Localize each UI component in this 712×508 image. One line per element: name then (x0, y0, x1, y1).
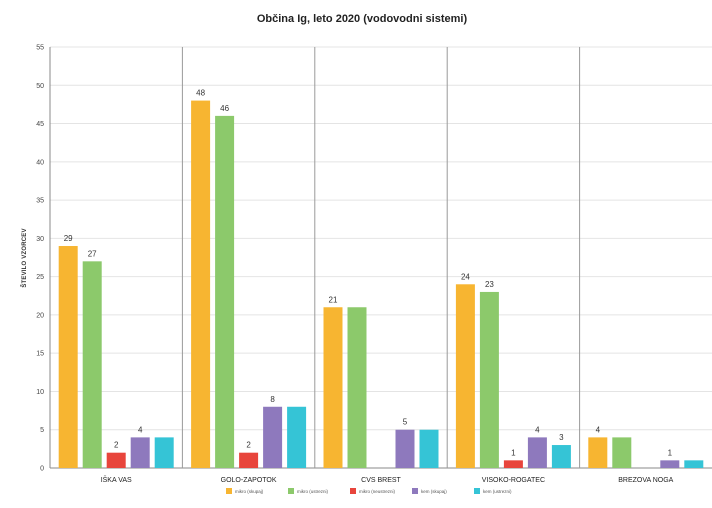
data-label: 48 (196, 89, 205, 98)
category-label: BREZOVA NOGA (618, 477, 673, 484)
y-tick-label: 15 (36, 351, 44, 358)
data-label: 4 (138, 425, 143, 434)
bar (684, 460, 704, 468)
data-label: 46 (220, 104, 229, 113)
data-label: 2 (246, 441, 251, 450)
data-label: 2 (114, 441, 119, 450)
bar (154, 437, 174, 468)
bar (106, 452, 126, 468)
bar (58, 246, 78, 468)
bar (395, 429, 415, 468)
y-axis-ticks: 0 5 10 15 20 25 30 35 40 45 50 55 (36, 45, 44, 473)
data-label: 5 (403, 418, 408, 427)
bar (215, 115, 235, 469)
legend-swatch (226, 488, 232, 494)
bar (191, 100, 211, 468)
legend-label: mikro (neustrezni) (359, 489, 396, 494)
bar (588, 437, 608, 468)
bar (612, 437, 632, 468)
bar (551, 445, 571, 468)
bar (130, 437, 150, 468)
bar (82, 261, 102, 468)
legend-label: kem (skupaj) (421, 489, 447, 494)
data-label: 27 (88, 249, 97, 258)
y-axis-label: ŠTEVILO VZORCEV (20, 228, 28, 287)
y-tick-label: 10 (36, 389, 44, 396)
legend-swatch (288, 488, 294, 494)
x-axis-categories: IŠKA VAS GOLO-ZAPOTOK CVS BREST VISOKO-ROGA… (101, 475, 674, 484)
y-tick-label: 40 (36, 159, 44, 166)
bar (419, 429, 439, 468)
data-label: 21 (329, 295, 338, 304)
legend-swatch (474, 488, 480, 494)
y-tick-label: 20 (36, 312, 44, 319)
y-tick-label: 50 (36, 83, 44, 90)
legend-swatch (412, 488, 418, 494)
legend-label: kem (ustrezni) (483, 489, 512, 494)
bar (660, 460, 680, 468)
bar (455, 284, 475, 468)
y-tick-label: 5 (40, 427, 44, 434)
category-label: VISOKO-ROGATEC (482, 477, 545, 484)
category-label: CVS BREST (361, 477, 401, 484)
legend-swatch (350, 488, 356, 494)
data-label: 29 (64, 234, 73, 243)
chart-title: Občina Ig, leto 2020 (vodovodni sistemi) (257, 13, 468, 25)
legend: mikro (skupaj) mikro (ustrezni) mikro (neu… (226, 488, 512, 494)
bar (263, 406, 283, 468)
data-label: 1 (668, 448, 673, 457)
legend-label: mikro (skupaj) (235, 489, 264, 494)
bar (239, 452, 259, 468)
y-tick-label: 30 (36, 236, 44, 243)
bar (323, 307, 343, 468)
bar (347, 307, 367, 468)
y-tick-label: 35 (36, 198, 44, 205)
bar (287, 406, 307, 468)
category-label: IŠKA VAS (101, 475, 132, 484)
category-label: GOLO-ZAPOTOK (221, 477, 277, 484)
y-tick-label: 45 (36, 121, 44, 128)
data-label: 4 (596, 425, 601, 434)
bars (58, 100, 704, 469)
data-label: 8 (270, 395, 275, 404)
gridlines (49, 46, 712, 469)
data-label: 1 (511, 448, 516, 457)
bar (527, 437, 547, 468)
data-label: 3 (559, 433, 564, 442)
data-label: 24 (461, 272, 470, 281)
bar (479, 291, 499, 468)
legend-label: mikro (ustrezni) (297, 489, 329, 494)
y-tick-label: 25 (36, 274, 44, 281)
y-tick-label: 55 (36, 45, 44, 52)
data-label: 4 (535, 425, 540, 434)
data-label: 23 (485, 280, 494, 289)
y-tick-label: 0 (40, 466, 44, 473)
bar (503, 460, 523, 468)
